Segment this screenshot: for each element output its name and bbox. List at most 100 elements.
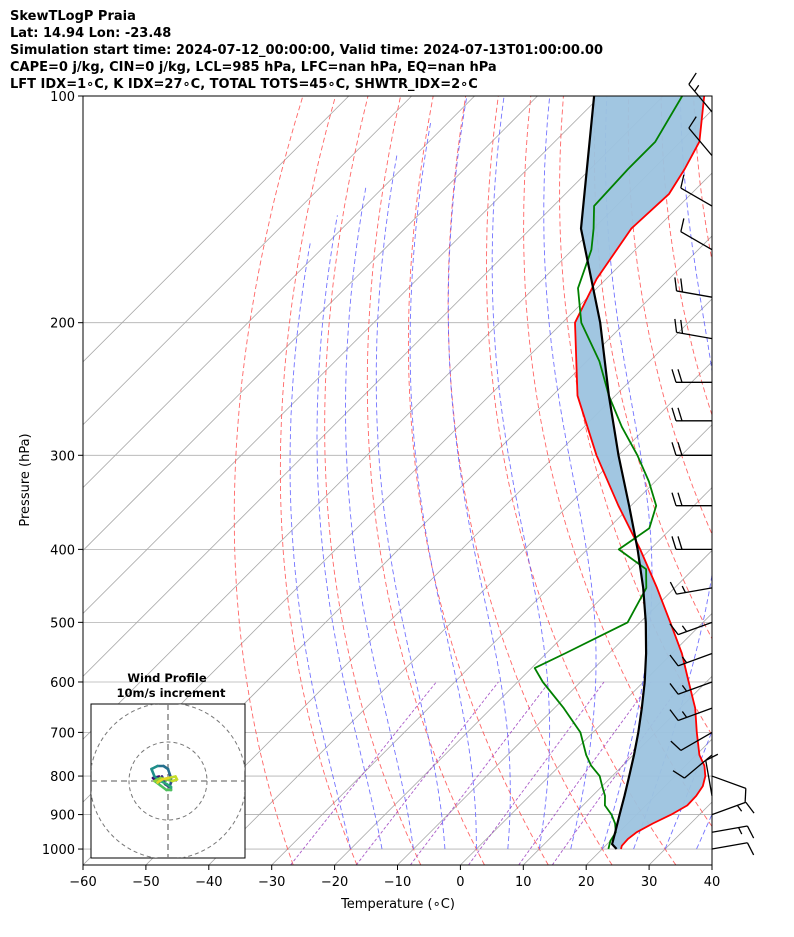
isotherm--30: [271, 424, 712, 865]
wind-barb: [688, 116, 713, 157]
wind-barb: [669, 581, 713, 595]
dry-adiabat: [447, 96, 613, 865]
barb-staff: [705, 760, 713, 797]
x-tick-label: −20: [321, 875, 348, 890]
y-axis-label: Pressure (hPa): [18, 433, 33, 526]
barb-half-flag: [681, 585, 686, 593]
barb-staff: [711, 801, 747, 816]
isotherm-0: [460, 612, 712, 865]
barb-staff: [677, 707, 713, 722]
barb-staff: [680, 187, 713, 207]
moist-adiabat: [316, 215, 383, 850]
y-tick-label: 100: [50, 90, 75, 105]
hodograph-subtitle: 10m/s increment: [117, 686, 226, 700]
y-tick-label: 800: [50, 770, 75, 785]
mixing-ratio-line: [410, 681, 550, 865]
y-tick-label: 1000: [42, 843, 75, 858]
barb-flag: [669, 709, 679, 721]
isotherm--50: [145, 298, 712, 865]
indices-line-2: LFT IDX=1∘C, K IDX=27∘C, TOTAL TOTS=45∘C…: [10, 77, 478, 92]
dry-adiabat: [233, 96, 304, 865]
x-tick-label: 20: [578, 875, 595, 890]
barb-flag: [671, 442, 677, 456]
dry-adiabat: [726, 96, 794, 865]
hodograph-plot: [91, 704, 245, 858]
barb-flag: [680, 319, 684, 334]
barb-staff: [711, 775, 747, 789]
time-line: Simulation start time: 2024-07-12_00:00:…: [10, 43, 603, 58]
wind-barb: [674, 318, 713, 340]
barb-staff: [676, 331, 713, 340]
barb-half-flag: [681, 711, 688, 718]
barb-staff: [711, 842, 748, 850]
wind-barb: [669, 652, 713, 667]
barb-staff: [676, 290, 713, 298]
x-tick-label: −40: [195, 875, 222, 890]
cin-shading: [575, 96, 706, 849]
wind-barbs: [669, 72, 755, 856]
barb-flag: [677, 492, 683, 506]
indices-line-1: CAPE=0 j/kg, CIN=0 j/kg, LCL=985 hPa, LF…: [10, 60, 497, 75]
moist-adiabat: [491, 96, 551, 850]
barb-flag: [680, 278, 684, 293]
wind-barb: [671, 442, 712, 456]
barb-flag: [671, 536, 677, 550]
barb-flag: [680, 174, 685, 189]
wind-barb: [669, 707, 713, 722]
wind-barb: [669, 681, 713, 695]
dry-adiabat: [486, 96, 677, 865]
x-tick-label: 30: [641, 875, 658, 890]
chart-title: SkewTLogP Praia: [10, 9, 136, 24]
barb-flag: [688, 72, 697, 85]
dry-adiabat: [279, 96, 358, 865]
hodograph-segment: [156, 778, 164, 784]
dry-adiabat: [407, 96, 549, 865]
x-tick-label: 40: [704, 875, 721, 890]
cape-cin-shading: [575, 96, 706, 849]
x-tick-label: −30: [258, 875, 285, 890]
dry-adiabat: [593, 96, 712, 640]
y-axis: 100 200 300 400 500 600 700 800 900 1000: [42, 90, 83, 858]
wind-barb: [671, 536, 712, 551]
wind-barb: [680, 174, 713, 207]
y-tick-label: 900: [50, 809, 75, 824]
wind-barb: [671, 369, 712, 383]
moist-adiabat: [345, 186, 414, 850]
dry-adiabat: [523, 96, 712, 828]
barb-flag: [674, 277, 678, 292]
barb-flag: [705, 753, 719, 762]
chart-header: SkewTLogP Praia Lat: 14.94 Lon: -23.48 S…: [10, 8, 603, 93]
barb-flag: [677, 442, 683, 456]
barb-half-flag: [738, 827, 743, 835]
barb-staff: [688, 127, 713, 157]
y-tick-label: 500: [50, 616, 75, 631]
barb-flag: [669, 623, 679, 636]
wind-barb: [670, 731, 713, 751]
wind-barb: [711, 775, 747, 802]
barb-flag: [677, 369, 683, 383]
wind-barb: [711, 842, 755, 856]
barb-half-flag: [694, 84, 700, 92]
barb-staff: [677, 621, 713, 636]
x-tick-label: −60: [69, 875, 96, 890]
hodograph-inset: Wind Profile 10m/s increment: [90, 671, 246, 859]
barb-flag: [677, 407, 683, 422]
barb-staff: [684, 754, 713, 779]
moist-adiabat: [409, 121, 477, 849]
barb-flag: [669, 654, 679, 667]
wind-barb: [671, 407, 712, 422]
moist-adiabat: [289, 241, 352, 850]
barb-flag: [674, 318, 678, 333]
mixing-ratio-line: [518, 681, 652, 865]
y-tick-label: 700: [50, 726, 75, 741]
temperature-line: [574, 96, 707, 850]
barb-half-flag: [681, 625, 688, 632]
barb-staff: [680, 231, 713, 251]
dry-adiabat: [366, 96, 485, 865]
barb-staff: [677, 681, 713, 695]
dry-adiabat: [660, 96, 712, 417]
barb-staff: [680, 731, 713, 751]
wind-barb: [711, 825, 755, 839]
barb-staff: [688, 83, 713, 113]
